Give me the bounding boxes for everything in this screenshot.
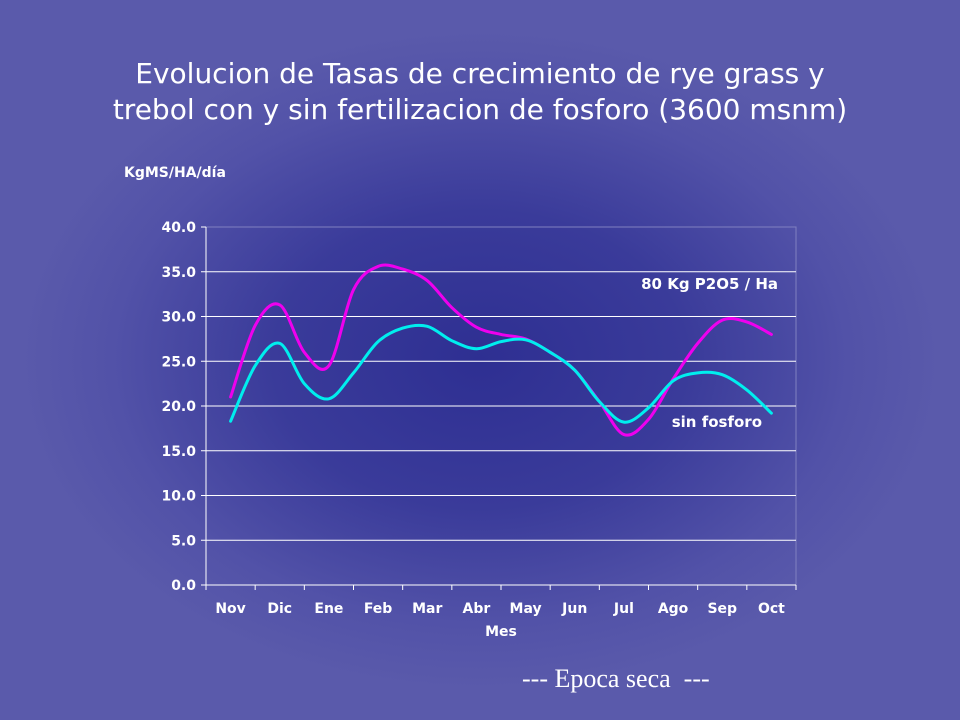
y-tick-label: 5.0 xyxy=(171,533,196,549)
y-tick-label: 25.0 xyxy=(161,354,196,370)
x-tick-label: May xyxy=(510,601,542,617)
y-tick-label: 20.0 xyxy=(161,399,196,415)
series-annotation-no-phosphorus: sin fosforo xyxy=(672,413,762,431)
x-tick-label: Abr xyxy=(463,601,491,617)
chart-title-line-1: Evolucion de Tasas de crecimiento de rye… xyxy=(135,57,825,90)
plot-area: 0.0 5.0 10.0 15.0 20.0 25.0 30.0 35.0 40.0 Nov Di… xyxy=(161,220,797,617)
chart-title-line-2: trebol con y sin fertilizacion de fosfor… xyxy=(112,93,848,126)
x-tick-label: Ago xyxy=(658,601,689,617)
x-tick-label: Mar xyxy=(412,601,442,617)
series-annotation-fertilized: 80 Kg P2O5 / Ha xyxy=(641,275,778,293)
x-tick-label: Ene xyxy=(314,601,343,617)
y-tick-label: 35.0 xyxy=(161,265,196,281)
grid-lines xyxy=(206,271,796,541)
y-tick-label: 0.0 xyxy=(171,578,196,594)
x-tick-label: Jul xyxy=(613,601,634,617)
x-axis-ticks: Nov Dic Ene Feb Mar Abr May Jun Jul Ago Sep Oct xyxy=(205,227,797,617)
series-line-no-phosphorus xyxy=(229,323,773,424)
series-line-fertilized xyxy=(229,263,773,437)
x-tick-label: Feb xyxy=(364,601,393,617)
series-lines xyxy=(229,263,773,437)
dry-season-note: --- Epoca seca --- xyxy=(522,664,710,693)
x-tick-label: Oct xyxy=(758,601,785,617)
y-tick-label: 15.0 xyxy=(161,444,196,460)
x-tick-label: Sep xyxy=(707,601,737,617)
y-tick-label: 10.0 xyxy=(161,489,196,505)
y-axis-label: KgMS/HA/día xyxy=(124,165,226,181)
x-tick-label: Nov xyxy=(215,601,245,617)
x-tick-label: Dic xyxy=(267,601,292,617)
y-tick-label: 30.0 xyxy=(161,310,196,326)
y-axis-ticks: 0.0 5.0 10.0 15.0 20.0 25.0 30.0 35.0 40.0 xyxy=(161,220,206,594)
x-tick-label: Jun xyxy=(561,601,587,617)
y-tick-label: 40.0 xyxy=(161,220,196,236)
x-axis-label: Mes xyxy=(485,624,517,640)
chart-title: Evolucion de Tasas de crecimiento de rye… xyxy=(0,56,960,128)
